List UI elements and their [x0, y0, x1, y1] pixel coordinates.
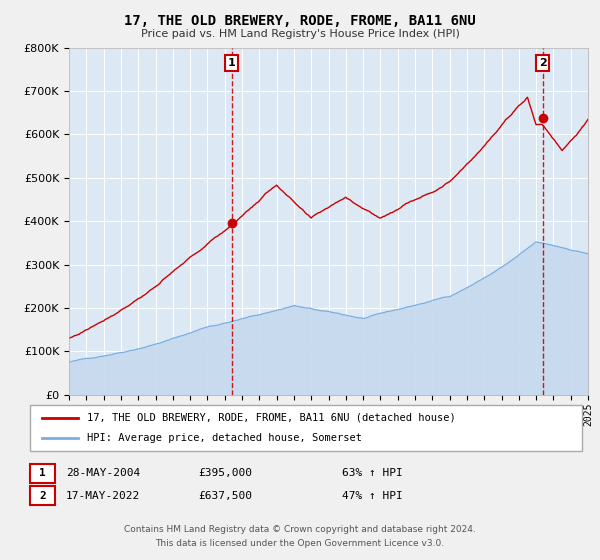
Text: 2: 2 — [39, 491, 46, 501]
Text: £637,500: £637,500 — [198, 491, 252, 501]
Text: 28-MAY-2004: 28-MAY-2004 — [66, 468, 140, 478]
Text: 17, THE OLD BREWERY, RODE, FROME, BA11 6NU (detached house): 17, THE OLD BREWERY, RODE, FROME, BA11 6… — [87, 413, 456, 423]
Text: Contains HM Land Registry data © Crown copyright and database right 2024.: Contains HM Land Registry data © Crown c… — [124, 525, 476, 534]
Text: 1: 1 — [228, 58, 236, 68]
Text: 17, THE OLD BREWERY, RODE, FROME, BA11 6NU: 17, THE OLD BREWERY, RODE, FROME, BA11 6… — [124, 14, 476, 28]
Text: Price paid vs. HM Land Registry's House Price Index (HPI): Price paid vs. HM Land Registry's House … — [140, 29, 460, 39]
Text: HPI: Average price, detached house, Somerset: HPI: Average price, detached house, Some… — [87, 433, 362, 443]
Text: 63% ↑ HPI: 63% ↑ HPI — [342, 468, 403, 478]
Text: 47% ↑ HPI: 47% ↑ HPI — [342, 491, 403, 501]
Text: £395,000: £395,000 — [198, 468, 252, 478]
Text: 1: 1 — [39, 468, 46, 478]
Text: 2: 2 — [539, 58, 547, 68]
Text: This data is licensed under the Open Government Licence v3.0.: This data is licensed under the Open Gov… — [155, 539, 445, 548]
Text: 17-MAY-2022: 17-MAY-2022 — [66, 491, 140, 501]
